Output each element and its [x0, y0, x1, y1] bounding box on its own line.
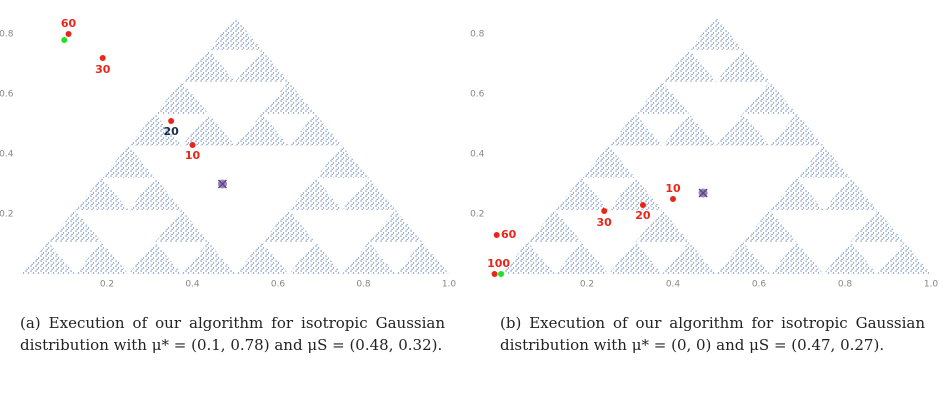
point-cloud [395, 241, 449, 274]
point-cloud [769, 113, 824, 146]
point-cloud [662, 113, 716, 146]
point [65, 31, 72, 37]
point-cloud [608, 177, 663, 210]
point-cloud [608, 113, 663, 146]
point-cloud [101, 145, 156, 178]
point-cloud [235, 113, 289, 146]
point-cloud [716, 49, 770, 82]
point [168, 118, 175, 124]
y-tick-label: 0.2 [470, 210, 484, 220]
point-cloud [877, 241, 931, 274]
point [99, 55, 106, 61]
point-cloud [315, 145, 369, 178]
point [601, 208, 608, 214]
point-cloud [769, 241, 824, 274]
x-tick-label: 0.8 [838, 280, 853, 290]
point-cloud [769, 177, 824, 210]
point-cloud [742, 81, 797, 114]
caption: (b) Execution of our algorithm for isotr… [500, 314, 925, 354]
point-cloud [796, 145, 851, 178]
point-cloud [74, 241, 129, 274]
point-cloud [501, 241, 555, 274]
point-cloud [261, 81, 316, 114]
point [493, 232, 500, 238]
point-cloud [74, 177, 129, 210]
iteration-label: 10 [665, 182, 681, 195]
point-cloud [527, 209, 582, 242]
x-tick-label: 0.2 [580, 280, 594, 290]
point-cloud [235, 49, 289, 82]
target-marker [217, 179, 227, 189]
point-cloud [128, 113, 182, 146]
point-cloud [342, 241, 396, 274]
point-cloud [635, 209, 690, 242]
point-cloud [128, 241, 182, 274]
point-cloud [21, 241, 75, 274]
iteration-label: 30 [597, 216, 613, 229]
x-tick-label: 0.2 [100, 280, 114, 290]
point-cloud [342, 177, 396, 210]
point-cloud [128, 177, 182, 210]
iteration-label: 30 [95, 63, 111, 76]
point-cloud [662, 49, 716, 82]
point-cloud [181, 49, 236, 82]
point-cloud [823, 241, 878, 274]
iteration-label: 60 [61, 17, 77, 30]
target-marker [698, 188, 708, 198]
x-tick-label: 0.4 [185, 280, 200, 290]
x-tick-label: 0.6 [752, 280, 767, 290]
x-tick-label: 0.8 [356, 280, 371, 290]
point-cloud [823, 177, 878, 210]
point-cloud [288, 113, 343, 146]
iteration-label: 100 [487, 257, 510, 270]
point-cloud [208, 17, 262, 50]
point-cloud [155, 81, 209, 114]
point-cloud [261, 209, 316, 242]
x-tick-label: 1.0 [924, 280, 939, 290]
y-tick-label: 0.8 [0, 30, 14, 40]
x-tick-label: 1.0 [442, 280, 457, 290]
point [189, 142, 196, 148]
point-cloud [554, 241, 609, 274]
point-cloud [635, 81, 690, 114]
y-tick-label: 0.6 [0, 90, 14, 100]
plots: 0.2 0.4 0.6 0.8 1.0 0.2 0.4 0.6 0.8 60 30 20 10 0.2 0.… [0, 17, 939, 290]
y-tick-label: 0.4 [0, 150, 14, 160]
iteration-label: 10 [185, 149, 201, 162]
point-cloud [554, 177, 609, 210]
point [670, 196, 676, 202]
point-cloud [181, 241, 236, 274]
point-cloud [850, 209, 905, 242]
iteration-label: 20 [635, 209, 651, 222]
point-cloud [368, 209, 423, 242]
point-cloud [689, 17, 743, 50]
point-cloud [742, 209, 797, 242]
x-tick-label: 0.6 [271, 280, 286, 290]
y-tick-label: 0.4 [470, 150, 485, 160]
point [491, 271, 498, 277]
point-cloud [716, 113, 770, 146]
point-cloud [662, 241, 716, 274]
point [639, 202, 646, 208]
caption: (a) Execution of our algorithm for isotr… [20, 314, 445, 354]
point-cloud [608, 241, 663, 274]
y-tick-label: 0.2 [0, 210, 14, 220]
y-tick-label: 0.6 [470, 90, 485, 100]
point-cloud [235, 241, 289, 274]
y-tick-label: 0.8 [470, 30, 485, 40]
point-cloud [716, 241, 770, 274]
point-cloud [155, 209, 209, 242]
point-cloud [48, 209, 102, 242]
iteration-label: 20 [163, 125, 179, 138]
x-tick-label: 0.4 [666, 280, 681, 290]
iteration-label: 60 [501, 228, 517, 241]
point-cloud [288, 241, 343, 274]
point-cloud [288, 177, 343, 210]
point-cloud [581, 145, 636, 178]
point [61, 37, 68, 43]
point-cloud [181, 113, 236, 146]
point [498, 271, 504, 277]
